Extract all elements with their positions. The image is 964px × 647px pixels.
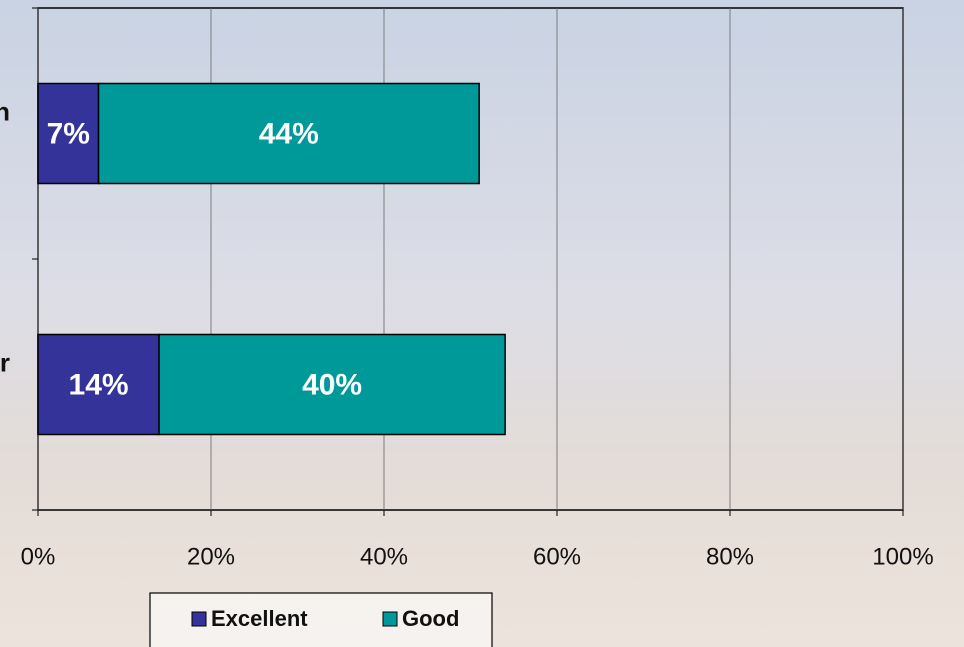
bar-segment [97, 82, 480, 185]
value-label: 7% [47, 117, 90, 150]
y-tick-label: r [0, 347, 10, 377]
bar-segment [37, 333, 160, 436]
x-tick-label: 100% [872, 543, 933, 570]
bar-segment [158, 333, 506, 436]
value-label: 40% [302, 368, 362, 401]
legend-swatch [382, 611, 398, 627]
x-tick-label: 60% [533, 543, 581, 570]
x-tick-label: 0% [21, 543, 56, 570]
value-label: 14% [69, 368, 129, 401]
x-tick-label: 40% [360, 543, 408, 570]
value-label: 44% [259, 117, 319, 150]
legend-label: Good [402, 606, 459, 631]
x-tick-label: 80% [706, 543, 754, 570]
legend-label: Excellent [211, 606, 308, 631]
legend-swatch [191, 611, 207, 627]
legend-box [149, 592, 493, 647]
y-tick-label: n [0, 96, 10, 126]
x-tick-label: 20% [187, 543, 235, 570]
